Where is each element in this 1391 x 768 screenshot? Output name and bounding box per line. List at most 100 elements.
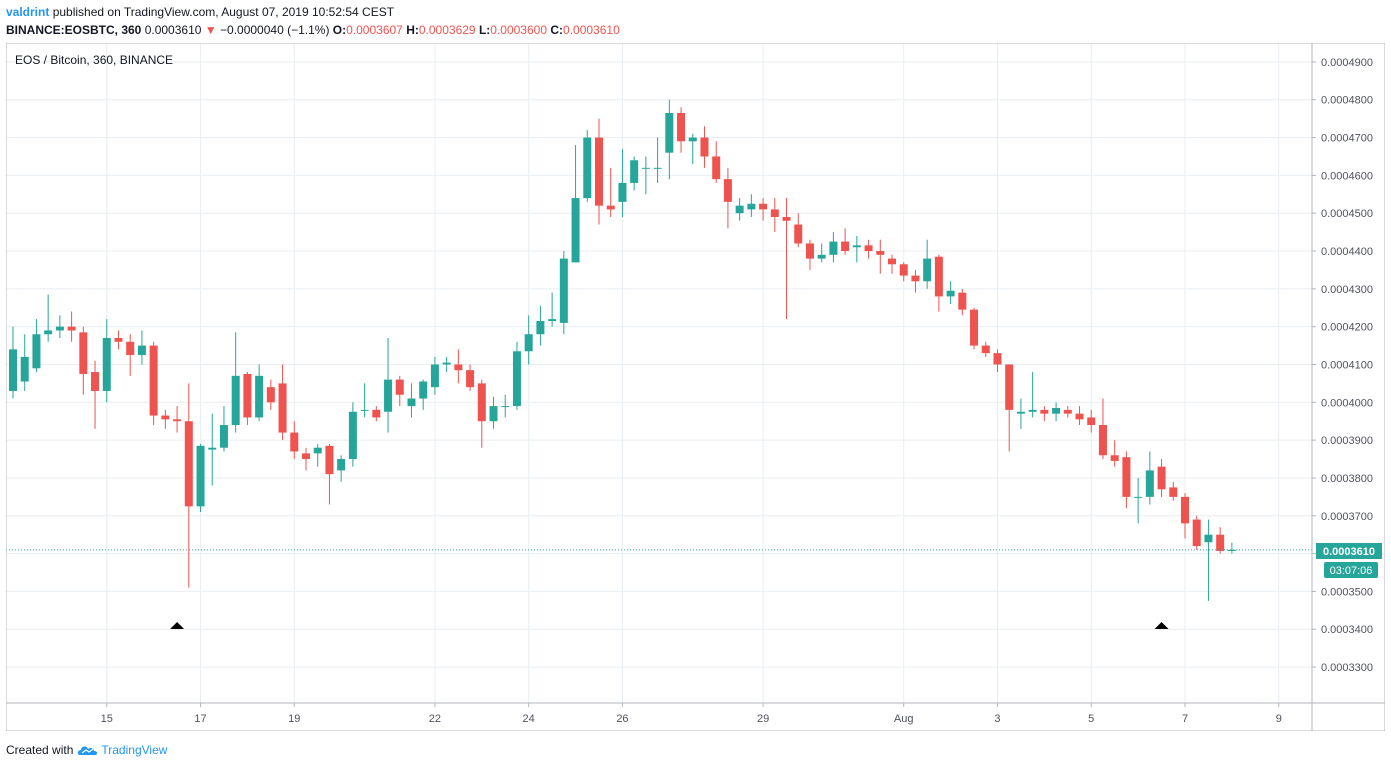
candle xyxy=(44,294,53,342)
candle xyxy=(337,455,346,482)
candle-body xyxy=(266,387,275,403)
candle-body xyxy=(419,381,428,399)
candle-body xyxy=(219,425,228,448)
candle-body xyxy=(137,345,146,356)
candle-body xyxy=(641,167,650,169)
candle xyxy=(653,137,662,183)
candle xyxy=(899,262,908,282)
x-tick-label: 19 xyxy=(288,713,300,725)
candle xyxy=(1028,372,1037,418)
candle-body xyxy=(360,409,369,411)
y-tick-label: 0.0004300 xyxy=(1321,284,1373,296)
y-tick-label: 0.0004800 xyxy=(1321,95,1373,107)
candle-body xyxy=(1075,413,1084,420)
candle xyxy=(618,148,627,217)
candle xyxy=(184,383,193,588)
candle xyxy=(302,447,310,471)
chart-border xyxy=(6,43,1385,731)
candle xyxy=(360,383,369,418)
y-tick-label: 0.0004700 xyxy=(1321,133,1373,145)
candle xyxy=(501,394,510,418)
candle xyxy=(571,145,580,263)
x-tick-label: 9 xyxy=(1276,713,1282,725)
candle-body xyxy=(278,383,287,433)
down-triangle-icon: ▼ xyxy=(204,23,217,37)
candles xyxy=(9,99,1236,601)
candle xyxy=(864,239,873,259)
low-label: L: xyxy=(478,23,491,37)
candle-body xyxy=(1181,496,1189,524)
candle xyxy=(677,107,686,153)
candle xyxy=(102,319,111,403)
y-tick-label: 0.0004000 xyxy=(1321,397,1373,409)
candle-body xyxy=(700,137,709,157)
candle-body xyxy=(782,216,791,221)
candle xyxy=(946,281,955,304)
candle xyxy=(1192,515,1201,550)
candle-body xyxy=(55,326,64,331)
candle xyxy=(161,409,170,429)
candle xyxy=(196,443,205,512)
candle xyxy=(829,232,838,263)
y-tick-label: 0.0003500 xyxy=(1321,586,1373,598)
chart-frame[interactable]: 0.00033000.00034000.00035000.00036000.00… xyxy=(6,43,1385,731)
candle-body xyxy=(102,338,111,391)
candle xyxy=(137,330,146,365)
close-label: C: xyxy=(550,23,564,37)
candle xyxy=(1169,481,1178,501)
candle xyxy=(688,133,697,165)
ohlc-line: BINANCE:EOSBTC, 360 0.0003610 ▼ −0.00000… xyxy=(6,23,620,37)
price-axis[interactable]: 0.00033000.00034000.00035000.00036000.00… xyxy=(1312,57,1373,674)
candle xyxy=(278,364,287,441)
candle-body xyxy=(923,258,932,282)
candle-body xyxy=(384,379,393,412)
candle-body xyxy=(1134,496,1143,498)
candle xyxy=(888,254,896,274)
candle-body xyxy=(1028,409,1037,412)
candle xyxy=(67,311,76,342)
candle xyxy=(9,326,17,399)
open-value: 0.0003607 xyxy=(346,23,403,37)
publish-line: valdrint published on TradingView.com, A… xyxy=(6,5,394,19)
candle xyxy=(1075,406,1084,426)
candle xyxy=(442,356,451,373)
candle-body xyxy=(841,241,850,252)
candle-body xyxy=(911,275,920,282)
published-text: published on TradingView.com, August 07,… xyxy=(52,5,395,19)
markers xyxy=(170,622,1169,629)
candle-body xyxy=(876,251,885,255)
tradingview-brand: TradingView xyxy=(101,743,168,757)
author-link[interactable]: valdrint xyxy=(6,5,50,19)
candle-body xyxy=(1145,470,1154,497)
candle xyxy=(595,118,603,225)
candle xyxy=(1063,406,1072,418)
candle-body xyxy=(184,421,193,507)
candle-body xyxy=(759,203,768,210)
candle xyxy=(266,379,275,410)
candle xyxy=(1216,527,1225,554)
candle xyxy=(395,375,404,407)
candle xyxy=(1204,519,1213,601)
candle xyxy=(32,319,41,373)
high-value: 0.0003629 xyxy=(418,23,476,37)
candle xyxy=(712,141,721,183)
candle-body xyxy=(9,349,17,391)
symbol-label: BINANCE:EOSBTC, 360 xyxy=(6,23,142,37)
candle-body xyxy=(747,203,756,210)
candle-body xyxy=(454,364,463,371)
y-tick-label: 0.0004500 xyxy=(1321,208,1373,220)
candle-body xyxy=(630,160,639,183)
candle-body xyxy=(665,112,674,153)
tradingview-link[interactable]: TradingView xyxy=(77,743,167,757)
candlestick-chart[interactable]: 0.00033000.00034000.00035000.00036000.00… xyxy=(6,43,1385,731)
candle-body xyxy=(67,326,76,331)
x-tick-label: 7 xyxy=(1182,713,1188,725)
candle xyxy=(489,396,498,429)
time-axis[interactable]: 15 17 19 22 24 26 29 Aug 3 5 7 9 xyxy=(101,703,1282,725)
candle xyxy=(454,349,463,384)
candle xyxy=(149,341,158,426)
candle-body xyxy=(255,375,264,418)
candle xyxy=(841,228,850,255)
candle xyxy=(700,126,709,168)
candle-body xyxy=(677,112,686,142)
